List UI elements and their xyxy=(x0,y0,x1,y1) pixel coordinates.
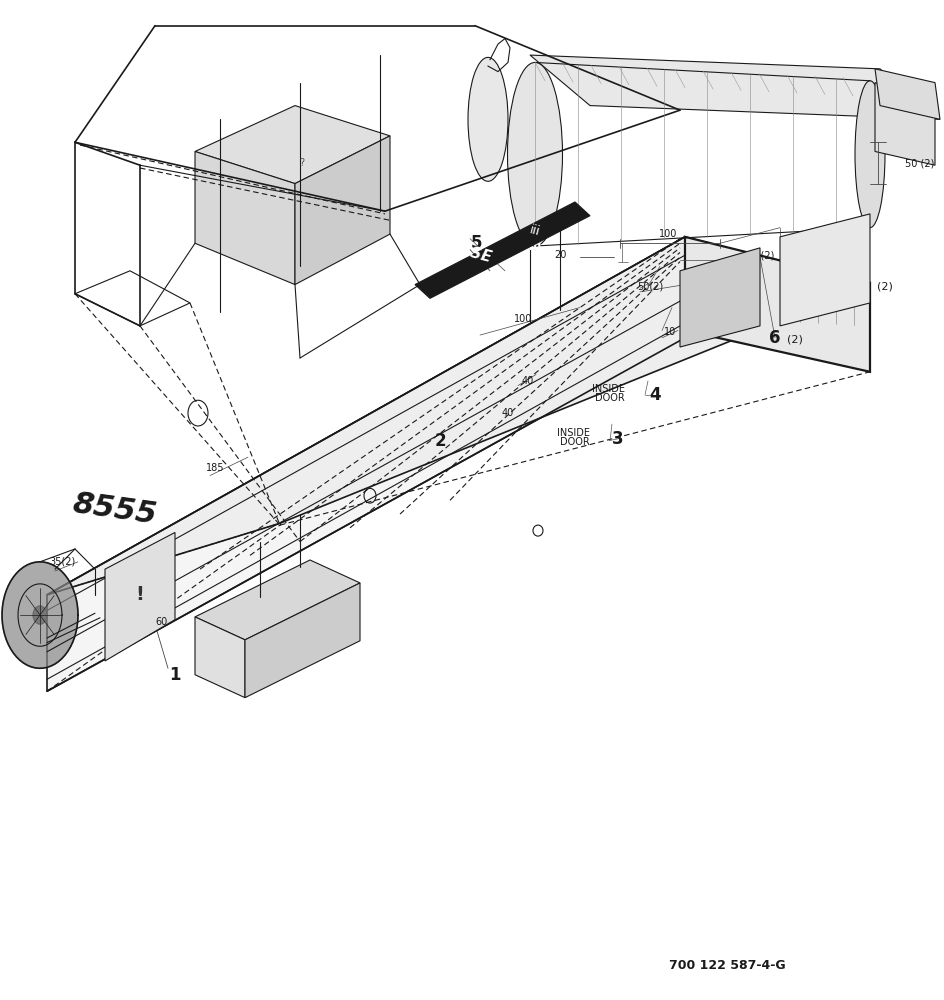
Text: 5: 5 xyxy=(471,234,482,252)
Polygon shape xyxy=(195,151,295,285)
Text: (2): (2) xyxy=(877,281,893,291)
Polygon shape xyxy=(47,237,685,691)
Text: iii: iii xyxy=(529,240,541,253)
Ellipse shape xyxy=(508,62,563,246)
Text: 100: 100 xyxy=(514,314,532,324)
Polygon shape xyxy=(245,583,360,698)
Text: !: ! xyxy=(136,585,144,604)
Polygon shape xyxy=(685,237,870,372)
Text: DOOR: DOOR xyxy=(560,437,590,447)
Polygon shape xyxy=(195,560,360,640)
Text: 20 (2): 20 (2) xyxy=(746,250,775,260)
Text: 8555: 8555 xyxy=(71,489,160,530)
Polygon shape xyxy=(875,69,940,119)
Ellipse shape xyxy=(33,606,47,624)
Ellipse shape xyxy=(855,81,885,228)
Text: INSIDE: INSIDE xyxy=(557,428,590,438)
Text: 10: 10 xyxy=(664,327,676,337)
Polygon shape xyxy=(47,237,870,595)
Text: 100: 100 xyxy=(659,229,677,239)
Polygon shape xyxy=(195,106,390,184)
Text: 4: 4 xyxy=(649,386,661,404)
Polygon shape xyxy=(780,214,870,326)
Polygon shape xyxy=(530,55,940,119)
Polygon shape xyxy=(415,202,590,298)
Text: 40: 40 xyxy=(522,376,534,386)
Text: 20: 20 xyxy=(554,250,566,260)
Text: 7: 7 xyxy=(859,276,870,294)
Text: 1: 1 xyxy=(169,666,180,684)
Text: ?: ? xyxy=(299,158,305,168)
Text: CASE: CASE xyxy=(447,239,494,265)
Ellipse shape xyxy=(468,57,508,181)
Text: 60: 60 xyxy=(156,617,168,627)
Text: DOOR: DOOR xyxy=(596,393,625,403)
Text: 40: 40 xyxy=(502,408,514,418)
Text: 2: 2 xyxy=(434,432,446,450)
Polygon shape xyxy=(2,562,78,668)
Text: 3: 3 xyxy=(613,430,624,448)
Text: 35(2): 35(2) xyxy=(49,557,76,567)
Text: 6: 6 xyxy=(769,329,781,347)
Polygon shape xyxy=(875,83,935,165)
Polygon shape xyxy=(195,617,245,698)
Polygon shape xyxy=(105,532,175,661)
Text: 50(2): 50(2) xyxy=(637,281,663,291)
Text: 700 122 587-4-G: 700 122 587-4-G xyxy=(668,959,785,972)
Text: 185: 185 xyxy=(206,463,225,473)
Text: INSIDE: INSIDE xyxy=(592,384,625,394)
Text: 50 (2): 50 (2) xyxy=(905,158,935,168)
Polygon shape xyxy=(295,136,390,285)
Text: CASE: CASE xyxy=(475,241,515,255)
Polygon shape xyxy=(680,248,760,347)
Text: iii: iii xyxy=(529,224,542,239)
Text: (2): (2) xyxy=(787,335,803,345)
